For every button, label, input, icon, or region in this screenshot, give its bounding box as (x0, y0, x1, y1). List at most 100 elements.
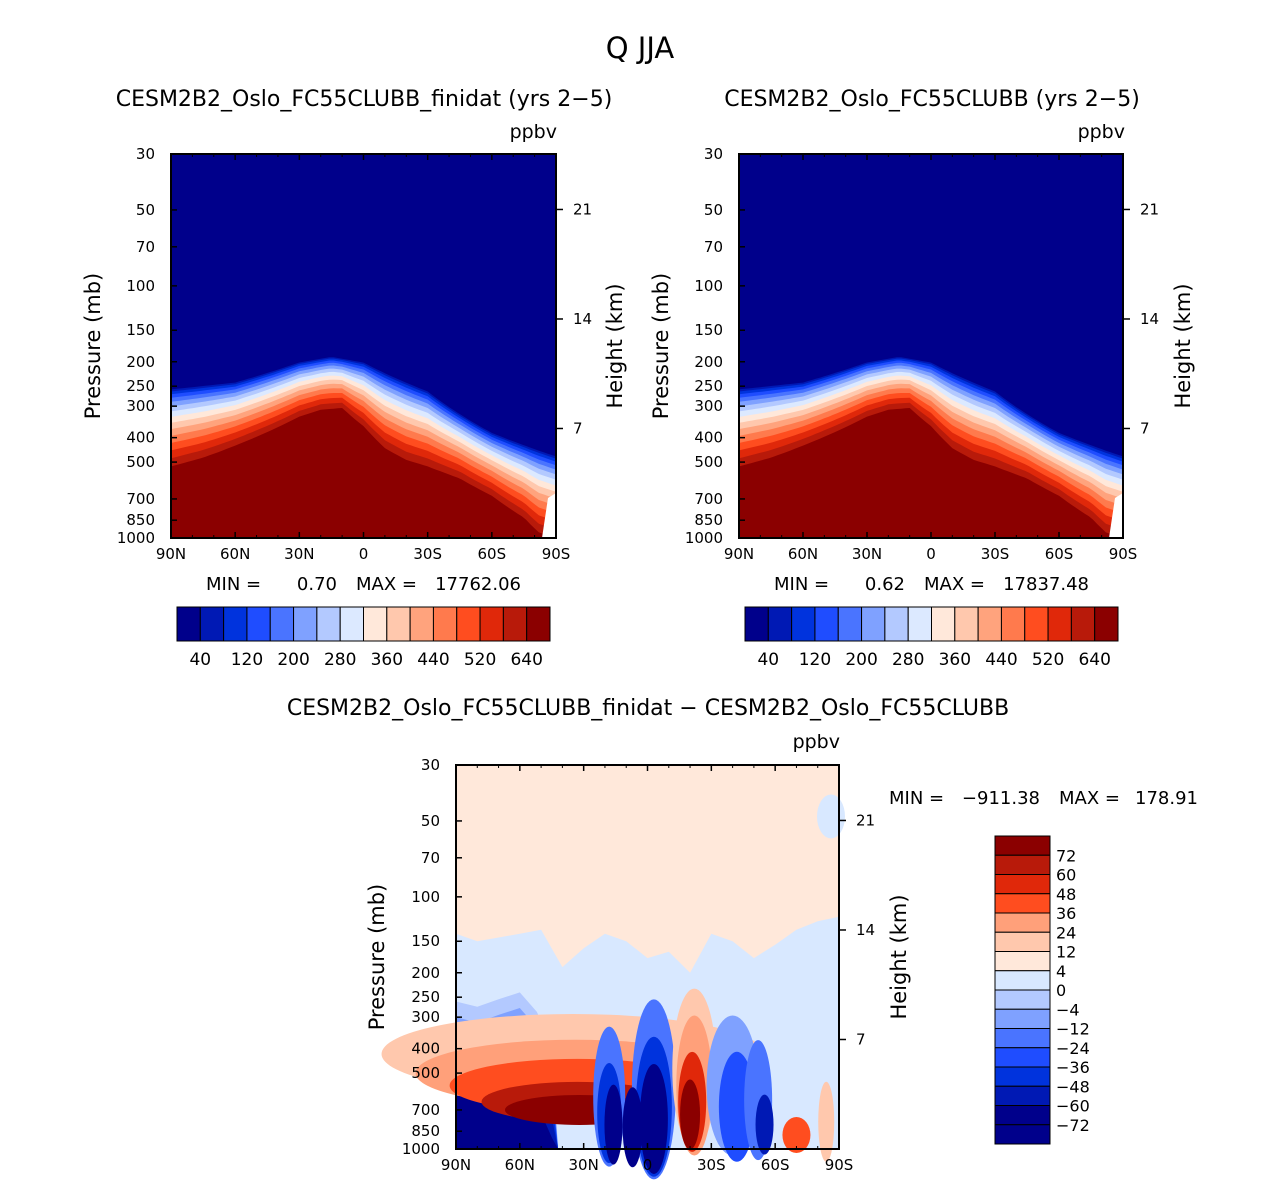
colorbar-label: 36 (1056, 904, 1076, 923)
axis-ticks: 90N 60N 30N 0 30S 60S 90S 30 50 70 100 150 200 250 300… (685, 145, 1159, 563)
colorbar-box (316, 606, 341, 642)
colorbar-box (339, 606, 364, 642)
y-tick-label: 150 (694, 321, 723, 339)
colorbar-box (246, 606, 271, 642)
colorbar-box (409, 606, 434, 642)
colorbar-label: 40 (757, 650, 779, 670)
panel-title: CESM2B2_Oslo_FC55CLUBB_finidat − CESM2B2… (287, 696, 1009, 721)
x-tick-label: 0 (926, 545, 936, 563)
colorbar-label: 640 (510, 650, 542, 670)
min-value: 0.70 (297, 574, 337, 595)
min-label: MIN = (774, 574, 829, 595)
colorbar-label: 280 (324, 650, 356, 670)
colorbar-label: 280 (892, 650, 924, 670)
x-tick-label: 0 (643, 1156, 653, 1174)
y2-tick-label: 7 (1140, 419, 1150, 437)
colorbar-label: 40 (189, 650, 211, 670)
colorbar-box (1024, 606, 1049, 642)
colorbar: 40 120 200 280 360 440 520 640 (176, 606, 551, 670)
colorbar-box (363, 606, 388, 642)
colorbar-box (432, 606, 458, 642)
y-tick-label: 1000 (117, 529, 155, 547)
y-tick-label: 700 (411, 1101, 440, 1119)
field-blob (817, 794, 845, 839)
x-tick-label: 60S (1045, 545, 1074, 563)
colorbar-label: 360 (371, 650, 403, 670)
y-tick-label: 400 (126, 429, 155, 447)
colorbar-label: −60 (1056, 1097, 1090, 1116)
field-plot (381, 765, 845, 1180)
y-tick-label: 200 (126, 353, 155, 371)
x-tick-label: 30S (697, 1156, 726, 1174)
figure-title: Q JJA (606, 31, 675, 65)
colorbar-box (994, 1008, 1051, 1029)
y2-tick-label: 21 (1140, 200, 1159, 218)
colorbar-box (931, 606, 956, 642)
colorbar-box (1094, 606, 1119, 642)
colorbar-box (744, 606, 769, 642)
colorbar-label: −36 (1056, 1058, 1090, 1077)
max-label: MAX = (356, 574, 417, 595)
y-tick-label: 250 (694, 377, 723, 395)
colorbar-box (994, 970, 1051, 991)
x-tick-label: 90S (1109, 545, 1138, 563)
colorbar-box (994, 1047, 1051, 1068)
y-tick-label: 30 (421, 756, 440, 774)
min-label: MIN = (206, 574, 261, 595)
y-tick-label: 200 (694, 353, 723, 371)
colorbar-box (1000, 606, 1026, 642)
x-tick-label: 30N (852, 545, 882, 563)
y-tick-label: 30 (704, 145, 723, 163)
max-value: 17762.06 (435, 574, 521, 595)
x-tick-label: 60S (761, 1156, 790, 1174)
y-tick-label: 300 (694, 397, 723, 415)
y-axis-label: Pressure (mb) (365, 884, 389, 1031)
colorbar-box (767, 606, 793, 642)
max-label: MAX = (1059, 788, 1120, 809)
colorbar-box (884, 606, 909, 642)
y-tick-label: 700 (126, 490, 155, 508)
axis-ticks: 90N 60N 30N 0 30S 60S 90S 30 50 70 100 150 200 250 300… (117, 145, 592, 563)
field-positive-plume (680, 1079, 701, 1150)
colorbar-box (223, 606, 248, 642)
x-tick-label: 90S (825, 1156, 854, 1174)
field-contour-level-15 (739, 408, 1123, 538)
max-label: MAX = (924, 574, 985, 595)
units-label: ppbv (793, 731, 840, 753)
field-positive-plume (818, 1081, 835, 1162)
colorbar-label: 360 (939, 650, 971, 670)
colorbar-label: 120 (799, 650, 831, 670)
colorbar-label: 440 (985, 650, 1017, 670)
x-tick-label: 60N (788, 545, 818, 563)
colorbar: 40 120 200 280 360 440 520 640 (744, 606, 1119, 670)
x-tick-label: 90N (724, 545, 754, 563)
colorbar-box (1070, 606, 1096, 642)
y-tick-label: 250 (126, 377, 155, 395)
field-negative-column (755, 1094, 774, 1155)
colorbar-box (994, 1105, 1051, 1126)
y-tick-label: 400 (694, 429, 723, 447)
y-tick-label: 150 (126, 321, 155, 339)
units-label: ppbv (510, 121, 557, 143)
colorbar-label: 48 (1056, 885, 1076, 904)
panel-right: CESM2B2_Oslo_FC55CLUBB (yrs 2−5) ppbv 90… (649, 87, 1195, 670)
colorbar-box (386, 606, 411, 642)
panel-title: CESM2B2_Oslo_FC55CLUBB (yrs 2−5) (724, 87, 1140, 112)
colorbar-box (199, 606, 225, 642)
colorbar-box (907, 606, 932, 642)
field-negative-column (604, 1084, 623, 1165)
y-tick-label: 850 (694, 511, 723, 529)
y2-tick-label: 14 (856, 921, 875, 939)
field-negative-column (622, 1087, 643, 1168)
y-tick-label: 70 (421, 849, 440, 867)
colorbar-box (994, 931, 1051, 952)
y-tick-label: 250 (411, 988, 440, 1006)
colorbar-label: −72 (1056, 1116, 1090, 1135)
y-tick-label: 500 (126, 453, 155, 471)
colorbar-label: 200 (277, 650, 309, 670)
min-value: −911.38 (962, 788, 1040, 809)
field-positive-plume (782, 1117, 811, 1154)
panel-left: CESM2B2_Oslo_FC55CLUBB_finidat (yrs 2−5)… (81, 87, 627, 670)
colorbar-box (994, 854, 1051, 875)
